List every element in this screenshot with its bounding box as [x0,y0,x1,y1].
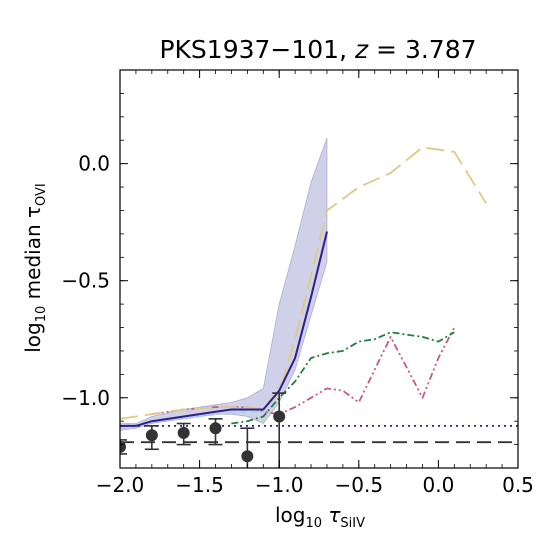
y-axis-label-log: log [21,322,45,353]
chart-title-z-value: = 3.787 [368,35,476,64]
axis-ticks: −2.0 −1.5 −1.0 −0.5 0.0 0.5 −1.0 −0.5 0.0 [61,69,534,497]
data-point-6 [273,410,286,423]
x-tick-label: −1.5 [175,473,224,497]
data-point-2 [145,429,158,442]
chart-title-main: PKS1937−101, [159,35,355,64]
x-axis-label-log-sub: 10 [305,516,322,531]
x-axis-label-tau: τ [322,503,341,527]
series-line-3 [120,146,487,420]
plot-frame [119,69,519,469]
chart-title-z: z [354,35,369,64]
chart-title: PKS1937−101, z = 3.787 [159,35,476,64]
y-axis-label: log10 median τOVI [21,183,49,353]
y-tick-label: 0.0 [78,152,110,176]
plot-content [120,137,518,468]
x-tick-label: 0.0 [422,473,454,497]
data-point-5 [241,450,254,463]
x-tick-label: −1.0 [255,473,304,497]
x-tick-label: 0.5 [502,473,534,497]
data-point-3 [177,426,190,439]
x-tick-label: −0.5 [335,473,384,497]
data-point-4 [209,422,222,435]
x-axis-label: log10 τSiIV [275,503,365,531]
y-tick-label: −1.0 [61,386,110,410]
y-axis-label-tau-sub: OVI [34,183,49,206]
uncertainty-band [120,137,328,431]
x-axis-label-log: log [275,503,306,527]
x-axis-label-tau-sub: SiIV [340,516,365,531]
data-point-1 [120,440,126,453]
y-axis-label-log-sub: 10 [34,306,49,323]
y-axis-label-rest: median τ [21,206,45,306]
series-line-4 [231,331,455,425]
series-line-1 [120,231,328,427]
y-tick-label: −0.5 [61,269,110,293]
x-tick-label: −2.0 [96,473,145,497]
plot-area [120,137,518,468]
